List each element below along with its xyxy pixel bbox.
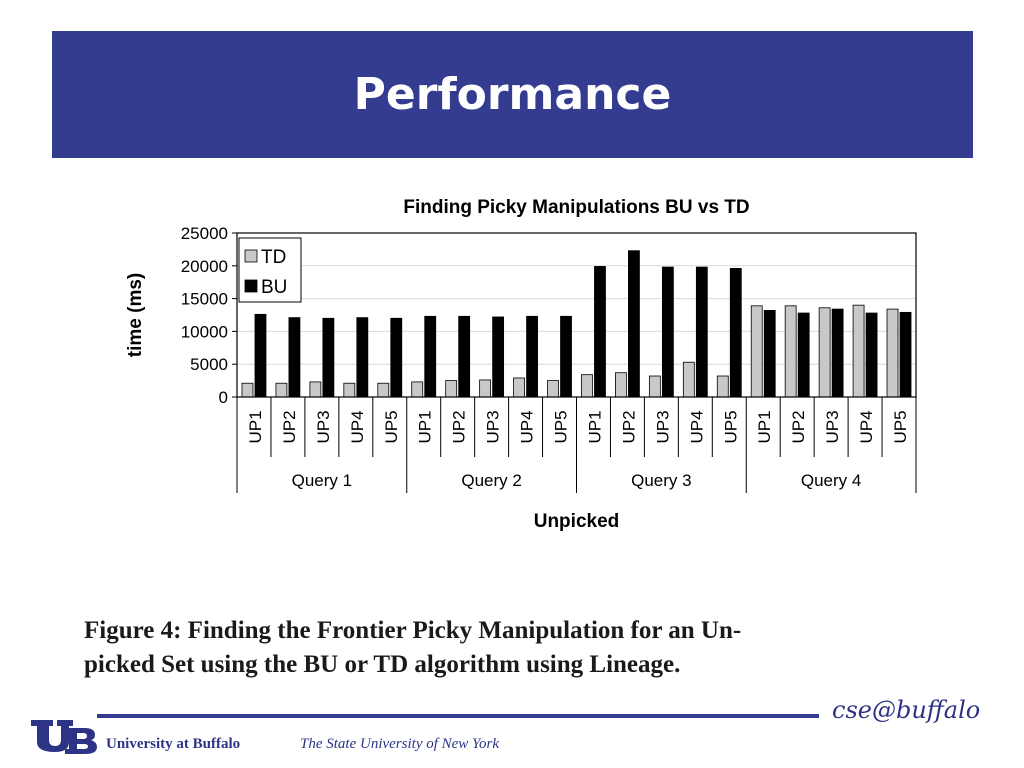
legend-swatch-bu bbox=[244, 279, 258, 293]
y-axis-label: time (ms) bbox=[125, 273, 146, 357]
x-tick-label: UP3 bbox=[823, 410, 842, 443]
group-label: Query 1 bbox=[292, 471, 352, 490]
title-bar: Performance bbox=[52, 31, 973, 158]
bar-td bbox=[750, 305, 763, 398]
bar-bu bbox=[797, 312, 810, 398]
caption-line-1: Figure 4: Finding the Frontier Picky Man… bbox=[84, 617, 742, 644]
bar-bu bbox=[661, 266, 674, 398]
slide-title: Performance bbox=[353, 69, 672, 120]
bar-td bbox=[682, 361, 695, 398]
bar-bu bbox=[458, 315, 471, 398]
x-tick-label: UP4 bbox=[348, 410, 367, 443]
group-label: Query 3 bbox=[631, 471, 691, 490]
y-tick-label: 20000 bbox=[181, 257, 228, 276]
x-tick-label: UP3 bbox=[314, 410, 333, 443]
bar-bu bbox=[254, 313, 267, 398]
bar-bu bbox=[628, 250, 640, 398]
bar-td bbox=[411, 381, 424, 398]
x-tick-label: UP1 bbox=[416, 410, 435, 443]
bar-bu bbox=[492, 316, 505, 398]
x-tick-label: UP4 bbox=[518, 410, 537, 443]
bar-bu bbox=[322, 317, 335, 398]
y-tick-label: 25000 bbox=[181, 224, 228, 243]
footer-suny: The State University of New York bbox=[300, 736, 500, 752]
bar-td bbox=[513, 377, 525, 398]
x-tick-label: UP5 bbox=[891, 410, 910, 443]
chart: Finding Picky Manipulations BU vs TD 0 500… bbox=[125, 197, 917, 532]
bar-td bbox=[852, 304, 865, 398]
x-tick-label: UP2 bbox=[619, 410, 638, 443]
x-tick-label: UP2 bbox=[789, 410, 808, 443]
x-tick-label: UP5 bbox=[382, 410, 401, 443]
legend-label-bu: BU bbox=[261, 277, 287, 298]
y-tick-label: 5000 bbox=[190, 355, 228, 374]
x-tick-label: UP5 bbox=[552, 410, 571, 443]
x-tick-label: UP5 bbox=[721, 410, 740, 443]
footer-university: University at Buffalo bbox=[106, 736, 241, 752]
bar-td bbox=[886, 308, 899, 398]
bar-td bbox=[784, 305, 797, 398]
bar-td bbox=[343, 382, 356, 398]
bar-td bbox=[648, 375, 661, 398]
bar-td bbox=[275, 382, 288, 398]
bar-td bbox=[547, 380, 559, 398]
x-tick-label: UP4 bbox=[687, 410, 706, 443]
y-tick-label: 0 bbox=[219, 388, 228, 407]
ub-logo-icon bbox=[31, 720, 97, 754]
x-axis-label: Unpicked bbox=[534, 511, 620, 532]
footer-rule bbox=[97, 714, 819, 718]
bar-bu bbox=[424, 315, 437, 398]
x-tick-label: UP2 bbox=[450, 410, 469, 443]
chart-title: Finding Picky Manipulations BU vs TD bbox=[403, 197, 749, 218]
legend-label-td: TD bbox=[261, 247, 286, 268]
bar-bu bbox=[695, 266, 708, 398]
x-tick-label: UP4 bbox=[857, 410, 876, 443]
x-tick-label: UP2 bbox=[280, 410, 299, 443]
legend-swatch-td bbox=[244, 249, 258, 263]
figure-caption: Figure 4: Finding the Frontier Picky Man… bbox=[84, 614, 964, 682]
x-tick-label: UP1 bbox=[755, 410, 774, 443]
bar-td bbox=[818, 307, 831, 398]
bar-td bbox=[615, 372, 627, 398]
bar-bu bbox=[831, 308, 844, 398]
bar-bu bbox=[390, 317, 403, 398]
bar-td bbox=[716, 375, 729, 398]
cse-buffalo-mark: cse@buffalo bbox=[832, 696, 981, 724]
x-tick-label: UP1 bbox=[585, 410, 604, 443]
bar-bu bbox=[594, 266, 606, 398]
bar-bu bbox=[526, 315, 538, 398]
y-tick-label: 10000 bbox=[181, 322, 228, 341]
bar-bu bbox=[356, 317, 369, 398]
x-tick-label: UP3 bbox=[653, 410, 672, 443]
caption-line-2: picked Set using the BU or TD algorithm … bbox=[84, 651, 681, 678]
bar-td bbox=[581, 374, 593, 398]
bar-bu bbox=[763, 310, 776, 398]
group-label: Query 2 bbox=[461, 471, 521, 490]
bar-td bbox=[479, 379, 492, 398]
bar-bu bbox=[560, 315, 572, 398]
x-tick-label: UP1 bbox=[246, 410, 265, 443]
bar-bu bbox=[865, 312, 878, 398]
x-tick-label: UP3 bbox=[484, 410, 503, 443]
y-tick-label: 15000 bbox=[181, 290, 228, 309]
bar-bu bbox=[899, 311, 912, 398]
bar-td bbox=[445, 380, 458, 398]
bar-bu bbox=[729, 268, 742, 398]
bar-td bbox=[309, 381, 322, 398]
plot-frame bbox=[236, 232, 917, 398]
bar-td bbox=[377, 382, 390, 398]
group-label: Query 4 bbox=[801, 471, 861, 490]
bar-bu bbox=[288, 317, 301, 398]
bar-td bbox=[241, 382, 254, 398]
